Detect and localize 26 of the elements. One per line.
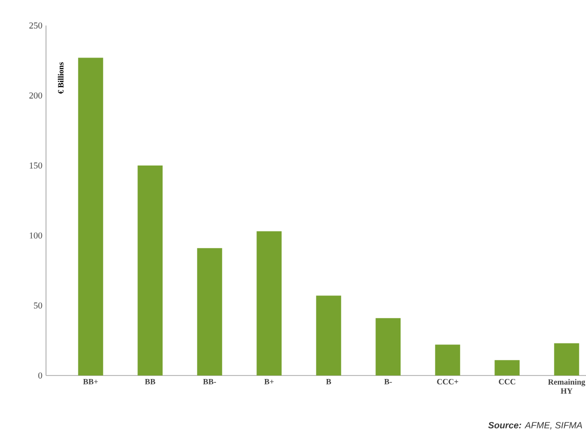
y-tick-label: 50 xyxy=(34,302,42,309)
bar xyxy=(256,231,282,376)
x-tick-label: BB+ xyxy=(83,379,98,384)
x-tick-label: B xyxy=(326,379,332,384)
y-axis-title: € Billions xyxy=(58,62,64,94)
bar xyxy=(554,343,580,376)
x-tick-label: BB xyxy=(144,379,156,384)
bar xyxy=(78,58,104,376)
bar xyxy=(197,248,222,376)
bar xyxy=(376,318,401,376)
x-tick-label: B+ xyxy=(264,379,274,384)
bar xyxy=(138,165,163,376)
x-tick-label: CCC xyxy=(498,379,516,384)
x-tick-label: BB- xyxy=(203,379,216,384)
y-tick-label: 250 xyxy=(29,22,42,29)
x-tick-label: Remaining HY xyxy=(548,379,586,394)
x-tick-label: B- xyxy=(384,379,392,384)
x-tick-label: CCC+ xyxy=(437,379,458,384)
y-tick-label: 0 xyxy=(38,372,42,379)
y-tick-label: 150 xyxy=(30,162,42,169)
text: Source: AFME, SIFMA xyxy=(488,422,582,430)
y-tick-label: 200 xyxy=(29,92,42,99)
bar xyxy=(494,360,520,376)
bar xyxy=(316,296,342,376)
bar xyxy=(435,344,460,376)
y-tick-label: 100 xyxy=(30,232,42,239)
